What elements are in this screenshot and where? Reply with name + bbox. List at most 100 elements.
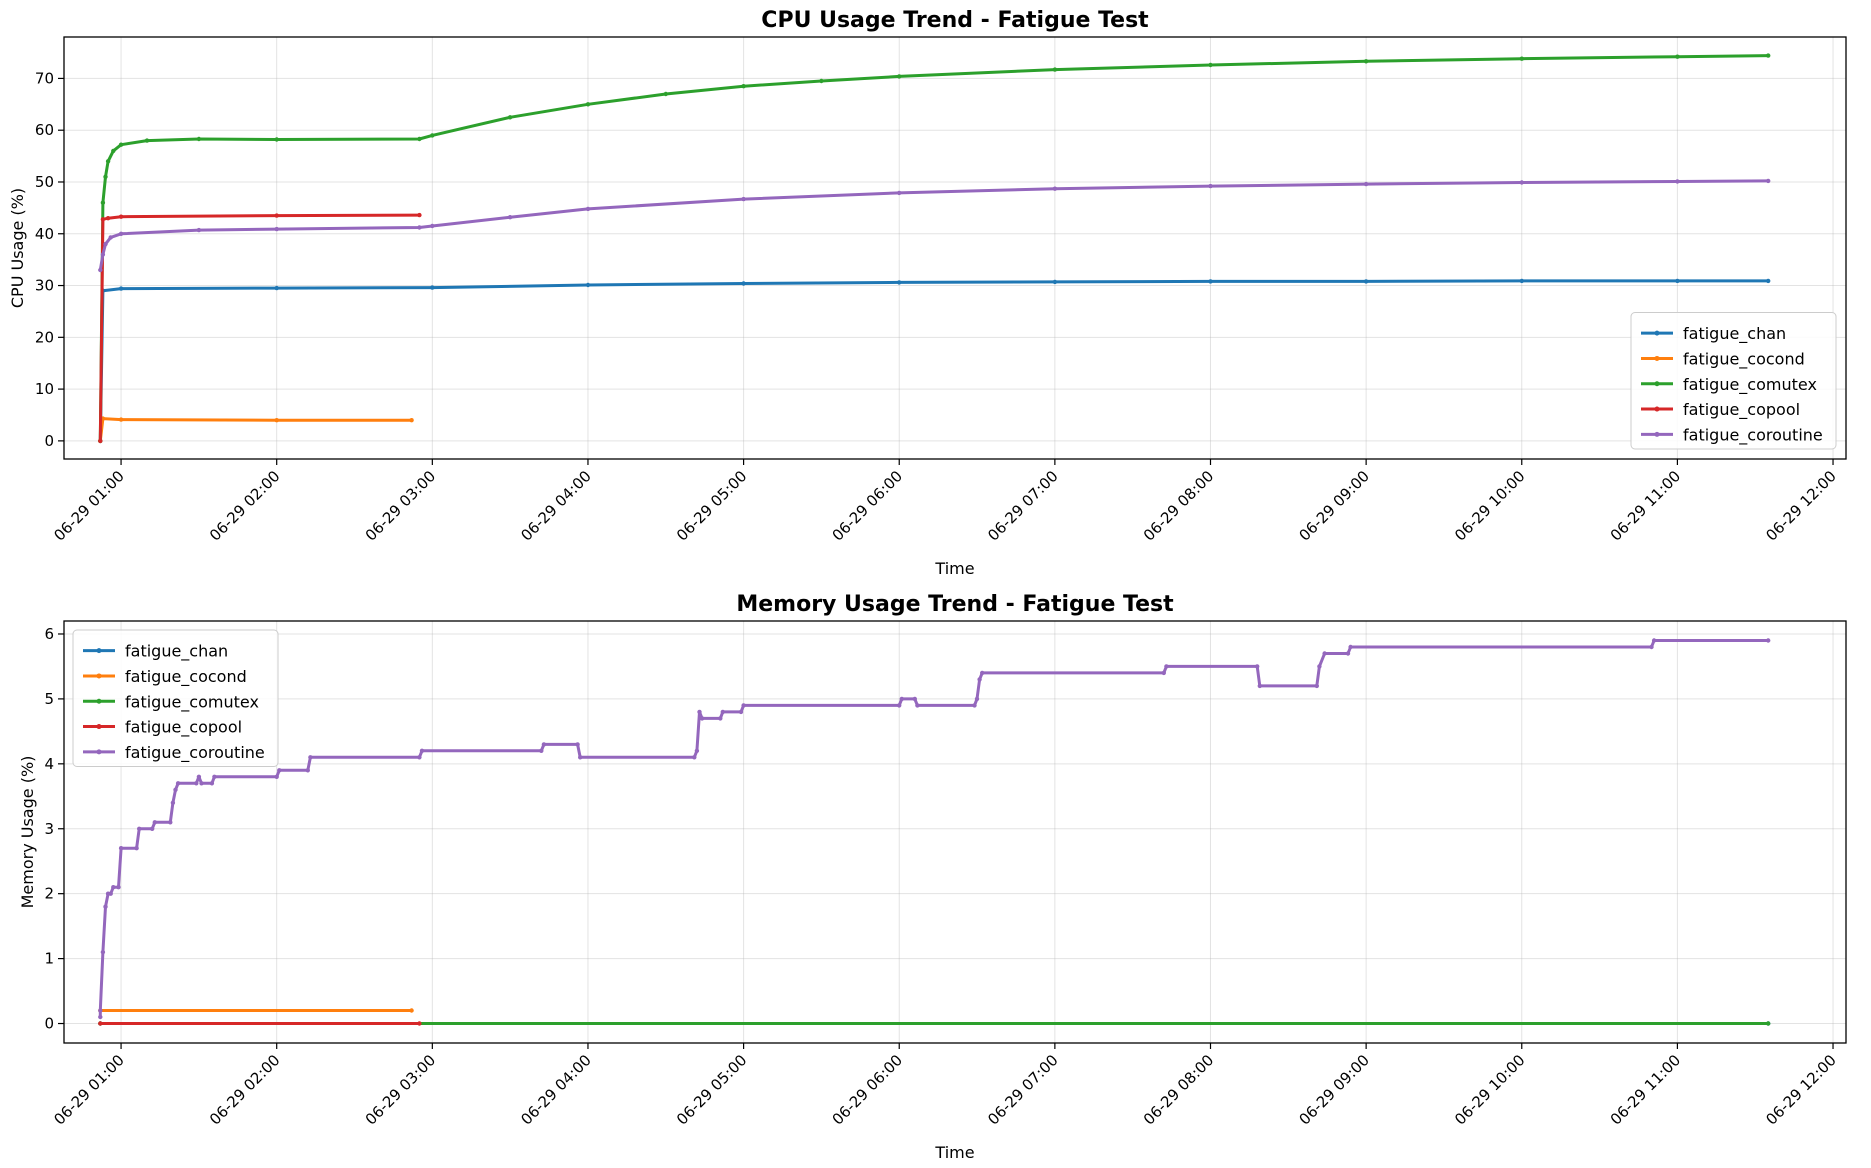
cpu-data-point [430,285,435,290]
memory-x-tick-label: 06-29 05:00 [673,1051,750,1128]
cpu-data-point [417,225,422,230]
memory-x-tick-label: 06-29 11:00 [1607,1051,1684,1128]
cpu-data-point [103,241,108,247]
cpu-data-point [144,138,150,143]
cpu-data-point [585,206,591,212]
memory-data-point [980,670,985,676]
cpu-data-point [1766,53,1771,58]
memory-data-point [912,696,917,702]
memory-chart-title: Memory Usage Trend - Fatigue Test [736,592,1174,617]
cpu-data-point [507,115,513,120]
memory-data-point [194,781,199,786]
cpu-data-point [108,235,113,240]
memory-data-point [1314,683,1320,689]
memory-legend-marker [96,673,102,679]
memory-y-tick-label: 5 [44,690,54,708]
memory-x-tick-label: 06-29 06:00 [829,1051,906,1128]
cpu-data-point [274,213,279,218]
memory-legend-entry: fatigue_cocond [125,667,247,687]
memory-x-axis-label: Time [934,1143,974,1162]
cpu-data-point [741,281,746,286]
cpu-data-point [897,190,902,196]
cpu-data-point [100,217,106,222]
cpu-data-point [585,282,591,288]
memory-data-point [1322,651,1327,656]
cpu-data-point [741,196,746,202]
cpu-y-tick-label: 20 [35,328,54,346]
cpu-legend-marker [1654,330,1660,336]
memory-data-point [134,846,139,851]
memory-data-point [111,885,116,890]
cpu-data-point [819,78,824,84]
cpu-series-line [98,279,1769,441]
cpu-data-point [1052,279,1058,285]
cpu-data-point [409,418,414,423]
cpu-data-point [663,91,668,97]
memory-data-point [199,781,204,786]
memory-data-point [1649,644,1654,650]
memory-legend-marker [96,749,102,755]
memory-data-point [118,846,124,851]
memory-data-point [116,885,121,890]
memory-grid [64,621,1846,1043]
memory-data-point [196,774,202,779]
cpu-y-tick-label: 60 [35,121,54,139]
memory-legend-entry: fatigue_comutex [125,692,259,712]
cpu-x-tick-label: 06-29 04:00 [517,467,594,544]
cpu-legend-marker [1654,431,1660,437]
memory-data-point [98,1014,103,1020]
memory-data-point [175,781,181,786]
memory-data-point [1651,638,1657,643]
memory-data-point [915,703,920,708]
cpu-data-point [111,148,116,154]
memory-data-point [98,1008,103,1013]
memory-y-tick-label: 1 [44,950,54,968]
memory-data-point [417,755,422,760]
memory-series-line [98,639,1769,1017]
memory-legend: fatigue_chan fatigue_cocond fatigue_comute… [72,629,279,767]
memory-data-point [575,742,580,747]
memory-data-point [108,891,113,896]
cpu-x-axis-label: Time [934,559,974,578]
cpu-data-point [507,215,513,220]
cpu-grid [64,37,1846,459]
memory-legend-box [72,629,279,767]
cpu-data-point [196,227,202,233]
cpu-legend: fatigue_chan fatigue_cocond fatigue_comute… [1630,312,1837,450]
cpu-data-point [897,74,902,79]
cpu-data-point [118,142,124,147]
cpu-legend-entry: fatigue_chan [1683,324,1786,344]
cpu-data-point [1675,179,1680,184]
memory-x-tick-label: 06-29 08:00 [1140,1051,1217,1128]
memory-data-point [150,826,155,831]
memory-x-tick-label: 06-29 10:00 [1451,1051,1528,1128]
cpu-x-tick-label: 06-29 10:00 [1451,467,1528,544]
cpu-data-point [274,137,279,142]
memory-x-tick-label: 06-29 07:00 [984,1051,1061,1128]
memory-legend-marker [96,698,102,704]
cpu-data-point [430,223,435,229]
memory-chart: Memory Usage Trend - Fatigue Test Time M… [18,592,1847,1162]
memory-data-point [1345,651,1351,656]
cpu-x-tick-label: 06-29 07:00 [984,467,1061,544]
cpu-legend-entry: fatigue_copool [1683,400,1800,420]
memory-data-point [212,774,217,779]
cpu-x-tick-label: 06-29 03:00 [362,467,439,544]
memory-x-tick-label: 06-29 04:00 [517,1051,594,1128]
memory-data-point [308,755,313,760]
cpu-data-point [1052,186,1058,191]
memory-series-fatigue-copool [98,1021,422,1026]
memory-data-point [741,703,746,708]
memory-data-point [977,677,982,682]
cpu-legend-entry: fatigue_comutex [1683,375,1817,395]
memory-data-point [1317,664,1322,669]
cpu-x-tick-label: 06-29 12:00 [1762,467,1839,544]
memory-x-tick-label: 06-29 09:00 [1295,1051,1372,1128]
cpu-x-tick-label: 06-29 09:00 [1295,467,1372,544]
memory-data-point [738,709,744,715]
cpu-series-line [98,179,1769,271]
memory-data-point [100,949,106,955]
cpu-data-point [100,200,106,205]
